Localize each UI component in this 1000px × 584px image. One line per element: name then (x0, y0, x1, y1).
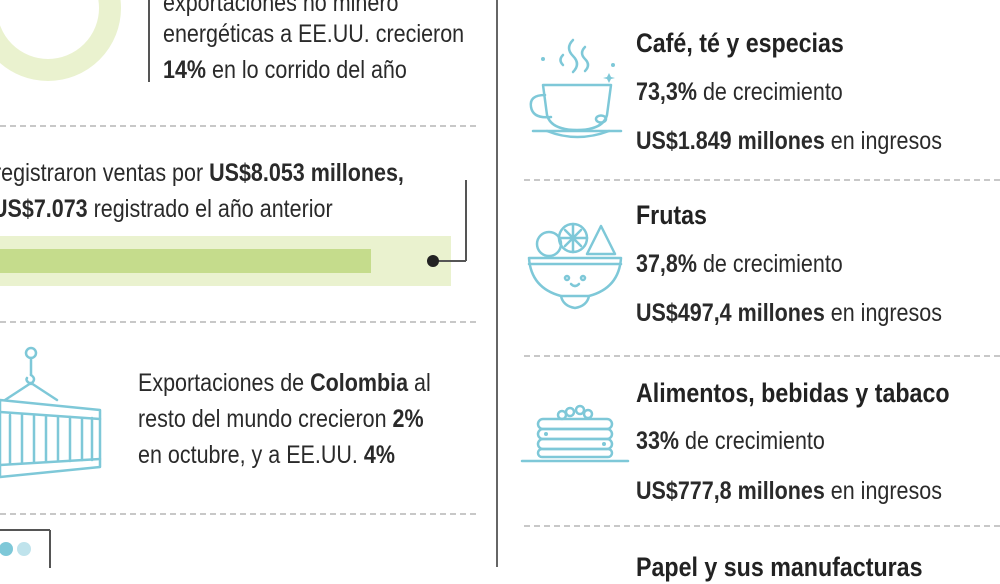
block3-line1-post: al (408, 369, 431, 397)
item-growth-text-1: de crecimiento (696, 78, 843, 106)
block3-line2: resto del mundo crecieron 2% (138, 402, 424, 436)
left-divider-2 (0, 321, 476, 323)
block2-line2: US$7.073 registrado el año anterior (0, 192, 333, 226)
block2-line1: registraron ventas por US$8.053 millones… (0, 156, 404, 190)
ring-decoration (0, 0, 121, 81)
progress-fill (0, 249, 371, 273)
block1-line3-text: en lo corrido del año (206, 56, 407, 84)
item-income-2: US$497,4 millones en ingresos (636, 296, 942, 330)
item-title-3: Alimentos, bebidas y tabaco (636, 378, 950, 408)
left-divider-1 (0, 125, 476, 127)
item-growth-value-3: 33% (636, 427, 680, 455)
block2-line1-text: registraron ventas por (0, 159, 210, 187)
block3-country: Colombia (310, 369, 409, 397)
pancakes-icon (520, 404, 630, 463)
item-growth-1: 73,3% de crecimiento (636, 75, 843, 109)
item-income-1: US$1.849 millones en ingresos (636, 124, 942, 158)
item-income-value-2: US$497,4 millones (636, 299, 825, 327)
block3-line1: Exportaciones de Colombia al (138, 366, 431, 400)
block3-line1-text: Exportaciones de (138, 369, 311, 397)
item-income-3: US$777,8 millones en ingresos (636, 474, 942, 508)
bar-connector (427, 180, 467, 267)
block3-world-percent: 2% (392, 405, 424, 433)
block1-line2: energéticas a EE.UU. crecieron (163, 20, 465, 48)
block3-us-percent: 4% (363, 441, 395, 469)
container-crane-icon (0, 346, 102, 479)
column-divider (496, 0, 498, 567)
block3-line3: en octubre, y a EE.UU. 4% (138, 438, 395, 472)
item-growth-text-3: de crecimiento (679, 427, 825, 455)
item-growth-2: 37,8% de crecimiento (636, 247, 843, 281)
item-title-1: Café, té y especias (636, 28, 844, 58)
block3-line2-text: resto del mundo crecieron (138, 405, 393, 433)
item-income-value-3: US$777,8 millones (636, 477, 825, 505)
right-divider-2 (524, 355, 1000, 357)
right-divider-1 (524, 179, 1000, 181)
block2-line2-text: registrado el año anterior (87, 195, 333, 223)
block3-line3-text: en octubre, y a EE.UU. (138, 441, 364, 469)
block1-line3: 14% en lo corrido del año (163, 53, 407, 87)
item-title-4-partial: Papel y sus manufacturas (636, 552, 923, 582)
item-growth-value-2: 37,8% (636, 250, 697, 278)
item-growth-3: 33% de crecimiento (636, 424, 825, 458)
fruit-bowl-icon (527, 222, 623, 310)
block2-prev-amount: US$7.073 (0, 195, 88, 223)
block1-percent: 14% (163, 56, 207, 84)
item-growth-value-1: 73,3% (636, 78, 697, 106)
block1-connector-line (148, 0, 150, 82)
right-divider-3 (524, 525, 1000, 527)
coffee-cup-icon (529, 38, 623, 139)
item-income-value-1: US$1.849 millones (636, 127, 825, 155)
item-income-text-3: en ingresos (824, 477, 942, 505)
left-divider-3 (0, 513, 476, 515)
item-growth-text-2: de crecimiento (696, 250, 843, 278)
item-income-text-2: en ingresos (824, 299, 942, 327)
block1-line1: exportaciones no minero (163, 0, 399, 17)
partial-bottom-icon (0, 529, 51, 568)
item-title-2: Frutas (636, 200, 707, 230)
item-income-text-1: en ingresos (824, 127, 942, 155)
block2-amount: US$8.053 millones, (209, 159, 404, 187)
